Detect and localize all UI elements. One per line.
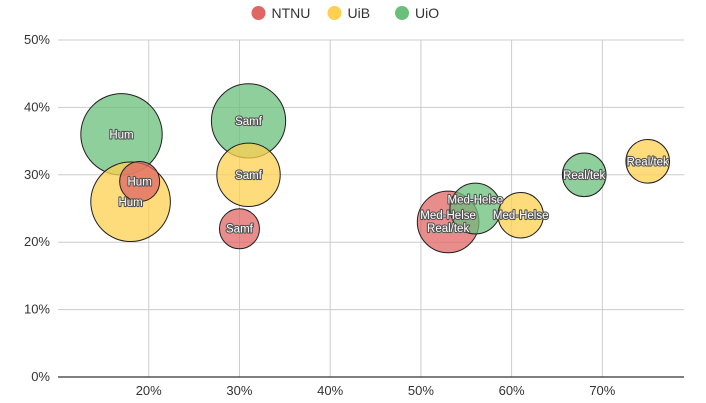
bubble-label: Samf <box>235 116 263 128</box>
bubble-label: Hum <box>118 197 142 209</box>
bubble-label: Hum <box>109 129 133 141</box>
bubble-uib-real-tek[interactable] <box>625 139 671 184</box>
legend-label-uio: UiO <box>415 5 439 21</box>
legend-label-ntnu: NTNU <box>272 5 311 21</box>
bubble-uio-real-tek[interactable] <box>561 152 607 198</box>
x-tick-label: 60% <box>499 383 525 398</box>
bubble-ntnu-hum[interactable] <box>119 161 161 203</box>
legend-swatch-uib <box>327 6 342 20</box>
bubble-uib-samf[interactable] <box>216 142 281 208</box>
legend-swatch-uio <box>395 6 409 20</box>
bubble-label: Samf <box>235 170 263 182</box>
x-tick-label: 40% <box>317 383 343 398</box>
bubble-label: Real/tek <box>627 156 669 168</box>
legend-swatch-ntnu <box>251 6 266 20</box>
x-tick-label: 30% <box>226 383 252 398</box>
y-tick-label: 0% <box>31 369 50 384</box>
bubble-label: Real/tek <box>563 170 605 182</box>
bubble-label: Real/tek <box>427 223 469 235</box>
y-tick-label: 40% <box>24 99 50 114</box>
y-tick-label: 30% <box>24 167 50 182</box>
y-tick-label: 20% <box>24 234 50 249</box>
axis-layer: 0% 10% 20% 30% 40% 50% 20% 30% 40% 50% 60% 70% <box>24 32 684 398</box>
bubble-label: Hum <box>128 177 152 189</box>
bubble-ntnu-samf[interactable] <box>218 208 260 250</box>
label-layer: HumSamfMed-HelseHumSamfMed-HelseReal/tek… <box>108 115 670 237</box>
bubble-uib-med-helse[interactable] <box>497 192 544 239</box>
y-tick-label: 10% <box>24 302 50 317</box>
legend-label-uib: UiB <box>348 5 371 21</box>
bubble-label: Med-Helse <box>420 210 476 222</box>
x-tick-label: 20% <box>136 383 162 398</box>
legend: NTNU UiB UiO <box>251 5 439 21</box>
bubble-layer <box>80 83 671 254</box>
bubble-label: Med-Helse <box>448 195 504 207</box>
bubble-label: Med-Helse <box>493 210 549 222</box>
x-tick-label: 70% <box>589 383 615 398</box>
x-tick-label: 50% <box>408 383 434 398</box>
bubble-label: Samf <box>226 224 254 236</box>
y-tick-label: 50% <box>24 32 50 47</box>
